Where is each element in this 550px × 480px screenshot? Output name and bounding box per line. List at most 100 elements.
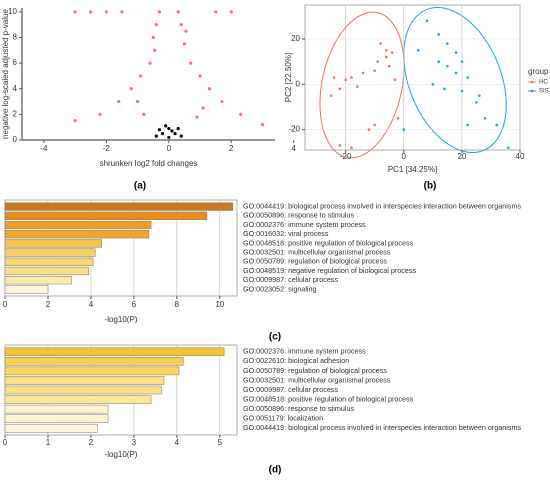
- x-axis-label: -log10(P): [105, 315, 138, 324]
- x-tick-label: 8: [175, 300, 180, 309]
- bar: [4, 276, 72, 285]
- bar: [4, 347, 225, 357]
- category-label: GO:0032501: multicellular organismal pro…: [243, 375, 391, 384]
- point: [73, 119, 77, 123]
- point: [189, 61, 193, 65]
- legend-title: group: [528, 67, 549, 76]
- bar: [4, 239, 102, 248]
- x-tick-label: 4: [175, 438, 180, 447]
- y-tick-label: 8: [13, 33, 18, 42]
- x-tick-label: -20: [340, 152, 352, 161]
- point: [239, 112, 243, 116]
- bar: [4, 248, 96, 257]
- point: [454, 51, 458, 54]
- x-axis-label: -log10(P): [105, 450, 138, 459]
- category-label: GO:0044419: biological process involved …: [243, 423, 521, 432]
- x-tick-label: 0: [402, 152, 407, 161]
- category-label: GO:0009987: cellular process: [243, 275, 338, 284]
- y-tick-label: 0: [296, 79, 301, 88]
- category-label: GO:0044419: biological process involved …: [243, 202, 521, 211]
- x-tick-label: 2: [89, 438, 94, 447]
- point: [120, 10, 124, 14]
- sis-ellipse: [403, 6, 507, 154]
- legend-swatch: [530, 80, 534, 84]
- point: [344, 78, 347, 82]
- y-tick-label: 6: [13, 58, 18, 67]
- point: [460, 60, 464, 63]
- point: [154, 134, 158, 138]
- point: [417, 49, 420, 52]
- point: [379, 42, 382, 45]
- point: [142, 112, 146, 116]
- point: [402, 128, 406, 131]
- category-label: GO:0048518: positive regulation of biolo…: [243, 394, 414, 403]
- bar: [4, 395, 152, 404]
- point: [396, 116, 400, 120]
- bar: [4, 285, 49, 294]
- legend-swatch: [530, 89, 534, 93]
- point: [148, 61, 152, 65]
- point: [437, 60, 440, 63]
- category-label: GO:0050896: response to stimulus: [243, 404, 354, 413]
- bar: [4, 257, 94, 266]
- point: [376, 60, 379, 63]
- y-tick-label: 0: [13, 135, 18, 144]
- x-tick-label: 4: [89, 300, 94, 309]
- point: [373, 69, 377, 73]
- point: [157, 128, 162, 132]
- y-tick-label: 4: [13, 84, 18, 93]
- point: [385, 49, 388, 52]
- category-label: GO:0016032: viral process: [243, 229, 329, 238]
- point: [373, 123, 377, 127]
- point: [338, 87, 342, 91]
- point: [361, 71, 365, 75]
- point: [184, 29, 188, 33]
- point: [160, 131, 165, 136]
- point: [507, 146, 510, 150]
- point: [260, 123, 265, 127]
- bar: [4, 357, 184, 366]
- category-label: GO:0050896: response to stimulus: [243, 211, 354, 220]
- point: [390, 51, 394, 54]
- point: [443, 87, 446, 91]
- x-tick-label: 1: [46, 438, 51, 447]
- point: [179, 23, 183, 27]
- y-tick-label: 2: [13, 109, 18, 118]
- bar: [4, 220, 152, 230]
- y-tick-label: 20: [291, 34, 300, 43]
- category-label: GO:0051179: localization: [243, 414, 323, 423]
- point: [460, 89, 464, 93]
- point: [466, 76, 470, 79]
- point: [157, 10, 162, 14]
- x-tick-label: 0: [3, 438, 8, 447]
- point: [167, 126, 171, 131]
- bar: [4, 423, 98, 433]
- point: [151, 35, 155, 40]
- y-tick-label: 10: [8, 7, 17, 16]
- point: [437, 33, 440, 36]
- point: [173, 131, 177, 136]
- category-label: GO:0002376: immune system process: [243, 347, 366, 356]
- x-tick-label: -2: [103, 144, 111, 153]
- point: [475, 101, 478, 104]
- point: [425, 19, 429, 23]
- x-tick-label: 2: [46, 300, 51, 309]
- point: [393, 78, 397, 82]
- x-axis-label: PC1 [34.25%]: [388, 165, 437, 174]
- point: [478, 94, 481, 97]
- point: [431, 82, 435, 86]
- legend-label: HC: [539, 80, 548, 86]
- point: [329, 94, 333, 97]
- category-label: GO:0048519: negative regulation of biolo…: [243, 266, 416, 275]
- bar: [4, 211, 208, 220]
- category-label: GO:0048518: positive regulation of biolo…: [243, 238, 414, 247]
- point: [387, 64, 391, 68]
- point: [170, 129, 174, 133]
- point: [176, 126, 180, 131]
- caption: (b): [424, 181, 437, 192]
- x-axis-label: shrunken log2 fold changes: [100, 159, 198, 168]
- point: [446, 64, 449, 68]
- bar: [4, 414, 109, 423]
- point: [220, 99, 224, 104]
- point: [176, 10, 180, 14]
